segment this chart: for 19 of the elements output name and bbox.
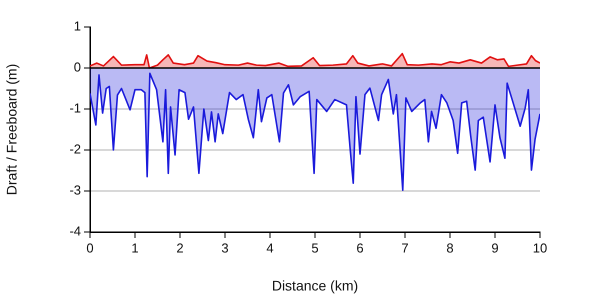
y-tick-label: 0	[74, 60, 81, 75]
y-tick-label: -3	[69, 182, 81, 198]
x-tick-label: 2	[176, 240, 184, 256]
y-tick-label: -2	[69, 142, 81, 157]
x-tick-label: 8	[446, 240, 454, 256]
x-tick-label: 0	[86, 240, 94, 256]
x-tick-label: 3	[221, 240, 229, 256]
x-tick-label: 9	[491, 240, 499, 256]
x-tick-label: 7	[401, 240, 409, 256]
x-tick-label: 1	[131, 240, 139, 256]
x-tick-label: 10	[532, 240, 548, 256]
x-tick-label: 4	[266, 240, 274, 256]
x-tick-label: 5	[311, 240, 319, 256]
y-tick-label: 1	[74, 18, 81, 34]
x-axis-title: Distance (km)	[272, 277, 358, 294]
y-tick-label: -1	[69, 100, 81, 116]
x-tick-label: 6	[356, 240, 364, 256]
y-tick-label: -4	[69, 224, 81, 239]
y-axis-title: Draft / Freeboard (m)	[3, 64, 20, 196]
